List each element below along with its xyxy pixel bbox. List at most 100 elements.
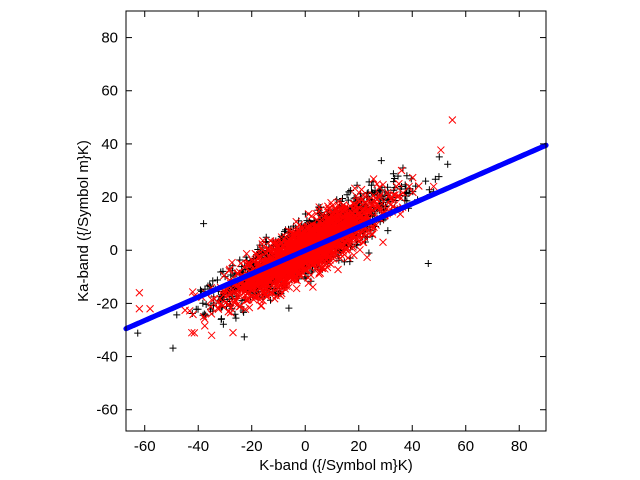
- x-marker: [349, 251, 358, 260]
- x-marker: [291, 272, 300, 280]
- x-marker: [399, 188, 407, 197]
- y-tick-label: 80: [101, 30, 118, 47]
- x-marker: [317, 211, 326, 220]
- plus-marker: [403, 189, 411, 197]
- plus-marker: [173, 311, 181, 319]
- x-marker: [315, 207, 323, 215]
- x-marker: [307, 212, 316, 220]
- x-tick-label: -20: [241, 438, 263, 455]
- x-marker: [339, 247, 348, 255]
- x-tick-label: 40: [404, 438, 421, 455]
- x-marker: [429, 182, 438, 191]
- plus-marker: [302, 273, 310, 281]
- x-marker: [344, 254, 352, 262]
- x-marker: [276, 291, 285, 300]
- x-marker: [262, 293, 271, 301]
- x-marker: [338, 204, 347, 213]
- x-marker: [274, 279, 283, 288]
- x-marker: [217, 299, 226, 308]
- x-marker: [303, 266, 311, 274]
- x-tick-label: 20: [350, 438, 367, 455]
- x-marker: [379, 238, 387, 247]
- x-marker: [266, 288, 275, 297]
- x-marker: [200, 314, 209, 323]
- x-marker: [316, 269, 325, 277]
- x-marker: [315, 262, 324, 271]
- x-marker: [359, 191, 368, 200]
- x-marker: [313, 254, 322, 263]
- x-tick-label: -60: [134, 438, 156, 455]
- x-marker: [187, 328, 196, 337]
- y-axis-title: Ka-band ({/Symbol m}K): [75, 140, 92, 302]
- x-marker: [261, 280, 269, 289]
- x-marker: [306, 227, 315, 236]
- x-marker: [238, 281, 246, 290]
- x-axis-title: K-band ({/Symbol m}K): [259, 457, 412, 474]
- x-marker: [315, 203, 324, 211]
- plus-marker: [389, 170, 397, 178]
- y-tick-label: 60: [101, 83, 118, 100]
- plus-marker: [301, 210, 309, 218]
- x-marker: [318, 219, 326, 228]
- x-marker: [352, 192, 361, 200]
- x-marker: [409, 188, 417, 197]
- x-marker: [135, 304, 144, 313]
- x-marker: [263, 270, 271, 278]
- x-marker: [368, 230, 377, 239]
- x-marker: [270, 268, 279, 277]
- x-marker: [334, 197, 343, 206]
- x-marker: [214, 305, 223, 314]
- x-marker: [301, 258, 309, 266]
- x-marker: [322, 224, 330, 233]
- x-marker: [405, 182, 413, 191]
- y-tick-label: -20: [96, 295, 118, 312]
- x-marker: [355, 209, 364, 218]
- x-marker: [352, 201, 361, 209]
- x-marker: [256, 257, 264, 266]
- x-marker: [338, 237, 347, 245]
- x-marker: [200, 322, 209, 330]
- x-marker: [352, 235, 361, 243]
- x-marker: [296, 269, 304, 278]
- x-marker: [277, 249, 286, 257]
- x-marker: [397, 166, 406, 175]
- plus-marker: [431, 175, 439, 183]
- x-marker: [321, 245, 330, 253]
- plus-marker: [232, 314, 240, 322]
- x-marker: [250, 293, 259, 301]
- plus-marker: [435, 173, 443, 181]
- y-tick-label: 0: [110, 242, 118, 259]
- x-marker: [319, 229, 328, 238]
- x-marker: [260, 271, 269, 279]
- x-marker: [375, 183, 384, 192]
- x-marker: [292, 284, 301, 293]
- x-marker: [207, 331, 216, 340]
- x-marker: [242, 282, 251, 291]
- x-marker: [320, 247, 329, 256]
- plus-marker: [169, 344, 177, 352]
- x-marker: [335, 214, 344, 223]
- x-marker: [328, 202, 336, 210]
- x-marker: [342, 212, 351, 220]
- x-marker: [245, 261, 254, 269]
- plus-marker: [424, 260, 432, 268]
- plus-marker: [444, 160, 452, 168]
- plus-marker: [199, 299, 207, 307]
- x-marker: [334, 265, 342, 274]
- x-marker: [251, 249, 260, 258]
- x-marker: [237, 284, 246, 292]
- x-marker: [269, 239, 278, 247]
- scatter-points: [134, 116, 457, 352]
- x-marker: [364, 208, 373, 217]
- x-marker: [346, 219, 355, 228]
- plus-marker: [391, 175, 399, 183]
- plus-marker: [219, 267, 227, 275]
- x-marker: [319, 219, 328, 228]
- x-marker: [281, 284, 290, 293]
- x-marker: [225, 266, 234, 275]
- x-marker: [188, 288, 197, 296]
- plus-marker: [435, 153, 443, 161]
- x-marker: [285, 283, 293, 292]
- plus-marker: [353, 181, 361, 189]
- x-marker: [226, 308, 235, 317]
